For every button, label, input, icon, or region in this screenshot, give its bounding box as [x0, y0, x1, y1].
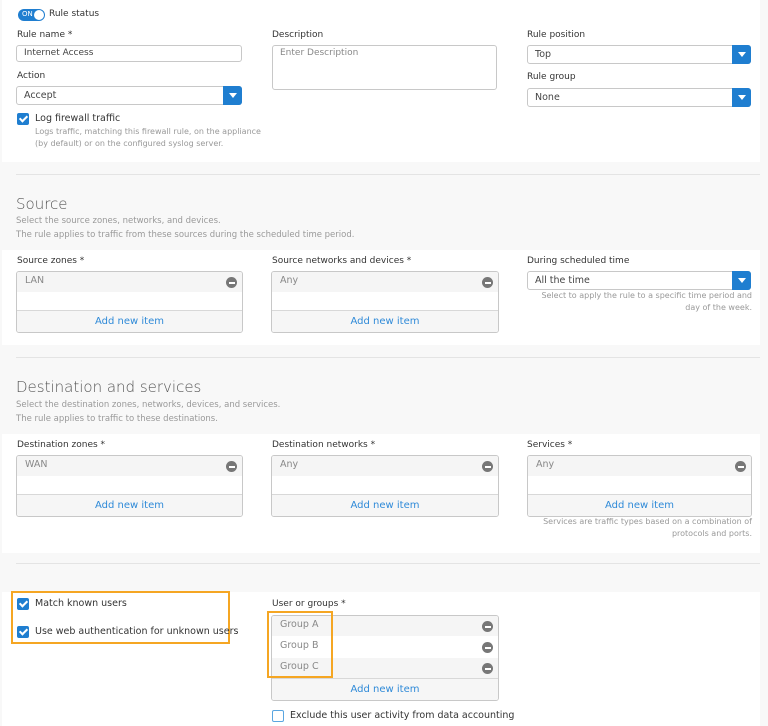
item-label: Any: [280, 275, 299, 286]
toggle-knob: [34, 10, 44, 20]
destination-networks-list: Any Add new item: [271, 455, 499, 517]
services-list: Any Add new item: [527, 455, 752, 517]
rule-group-label: Rule group: [527, 72, 576, 82]
destination-zones-label: Destination zones *: [17, 440, 106, 450]
remove-icon[interactable]: [226, 461, 237, 472]
schedule-select[interactable]: All the time: [527, 271, 751, 290]
services-help: Services are traffic types based on a co…: [543, 517, 752, 538]
match-known-users-checkbox[interactable]: [17, 598, 29, 610]
list-item: Group A: [272, 616, 498, 637]
list-item: WAN: [17, 456, 242, 477]
exclude-accounting-checkbox[interactable]: [272, 710, 284, 722]
highlight-box: [11, 591, 230, 644]
remove-icon[interactable]: [735, 461, 746, 472]
remove-icon[interactable]: [482, 621, 493, 632]
source-title: Source: [16, 195, 68, 213]
add-new-item-button[interactable]: Add new item: [272, 494, 498, 516]
add-new-item-button[interactable]: Add new item: [272, 310, 498, 332]
schedule-label: During scheduled time: [527, 256, 630, 266]
destination-networks-label: Destination networks *: [272, 440, 376, 450]
add-new-item-button[interactable]: Add new item: [272, 678, 498, 700]
item-label: LAN: [25, 275, 45, 286]
description-textarea[interactable]: Enter Description: [272, 45, 497, 90]
item-label: Group B: [280, 640, 319, 651]
source-subtitle: Select the source zones, networks, and d…: [16, 216, 221, 226]
list-item: Group B: [272, 637, 498, 658]
selected-value: None: [535, 92, 560, 103]
services-label: Services *: [527, 440, 573, 450]
dropdown-arrow-icon[interactable]: [732, 271, 751, 290]
divider: [16, 174, 760, 175]
remove-icon[interactable]: [482, 461, 493, 472]
selected-value: Accept: [24, 90, 57, 101]
source-zones-label: Source zones *: [17, 256, 85, 266]
rule-position-label: Rule position: [527, 30, 586, 40]
dropdown-arrow-icon[interactable]: [732, 88, 751, 107]
remove-icon[interactable]: [482, 663, 493, 674]
list-item: Any: [272, 456, 498, 477]
log-traffic-checkbox[interactable]: [17, 113, 29, 125]
remove-icon[interactable]: [482, 642, 493, 653]
rule-name-input[interactable]: Internet Access: [16, 45, 242, 62]
destination-subtitle: Select the destination zones, networks, …: [16, 400, 281, 410]
user-groups-list: Group A Group B Group C Add new item: [271, 615, 499, 701]
description-label: Description: [272, 30, 324, 40]
destination-zones-list: WAN Add new item: [16, 455, 243, 517]
item-label: Any: [536, 459, 555, 470]
dropdown-arrow-icon[interactable]: [732, 45, 751, 64]
item-label: Any: [280, 459, 299, 470]
destination-title: Destination and services: [16, 378, 202, 396]
highlight-box: [267, 611, 333, 678]
source-networks-label: Source networks and devices *: [272, 256, 412, 266]
item-label: Group C: [280, 661, 319, 672]
add-new-item-button[interactable]: Add new item: [17, 494, 242, 516]
add-new-item-button[interactable]: Add new item: [17, 310, 242, 332]
source-networks-list: Any Add new item: [271, 271, 499, 333]
dropdown-arrow-icon[interactable]: [223, 86, 242, 105]
web-auth-checkbox[interactable]: [17, 626, 29, 638]
action-label: Action: [17, 71, 46, 81]
rule-position-select[interactable]: Top: [527, 45, 751, 64]
remove-icon[interactable]: [226, 277, 237, 288]
remove-icon[interactable]: [482, 277, 493, 288]
log-traffic-label: Log firewall traffic: [35, 113, 121, 124]
rule-group-select[interactable]: None: [527, 88, 751, 107]
list-item: Any: [528, 456, 751, 477]
selected-value: All the time: [535, 275, 590, 286]
rule-status-toggle[interactable]: ON: [18, 9, 45, 21]
source-zones-list: LAN Add new item: [16, 271, 243, 333]
match-known-users-label: Match known users: [35, 598, 127, 609]
rule-name-label: Rule name *: [17, 30, 73, 40]
selected-value: Top: [535, 49, 552, 60]
web-auth-label: Use web authentication for unknown users: [35, 626, 239, 637]
item-label: Group A: [280, 619, 319, 630]
log-traffic-help: Logs traffic, matching this firewall rul…: [35, 127, 261, 148]
rule-status-label: Rule status: [49, 9, 100, 19]
list-item: Any: [272, 272, 498, 293]
exclude-accounting-label: Exclude this user activity from data acc…: [290, 710, 515, 721]
divider: [16, 357, 760, 358]
toggle-state: ON: [22, 10, 33, 18]
add-new-item-button[interactable]: Add new item: [528, 494, 751, 516]
schedule-help: Select to apply the rule to a specific t…: [541, 291, 752, 312]
user-groups-label: User or groups *: [272, 599, 346, 609]
list-item: LAN: [17, 272, 242, 293]
action-select[interactable]: Accept: [16, 86, 242, 105]
divider: [16, 563, 760, 564]
source-subtitle: The rule applies to traffic from these s…: [16, 230, 355, 240]
destination-subtitle: The rule applies to traffic to these des…: [16, 414, 218, 424]
item-label: WAN: [25, 459, 48, 470]
